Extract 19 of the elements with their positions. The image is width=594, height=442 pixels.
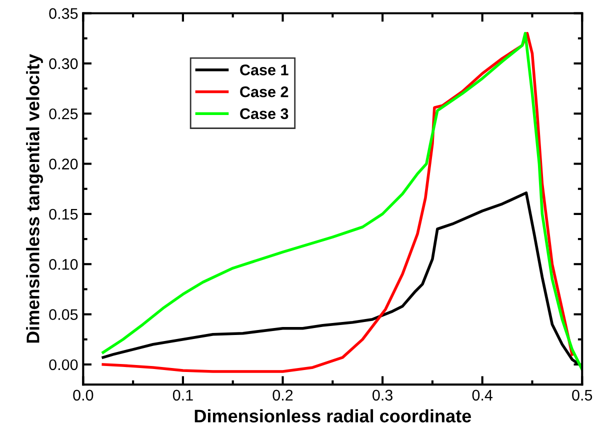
y-axis-title: Dimensionless tangential velocity bbox=[26, 54, 44, 343]
legend-label: Case 2 bbox=[240, 86, 288, 98]
legend-label: Case 3 bbox=[240, 108, 288, 120]
x-tick-label: 0.5 bbox=[572, 390, 592, 401]
x-tick-label: 0.4 bbox=[472, 390, 492, 401]
y-tick-label: 0.35 bbox=[49, 8, 78, 19]
legend-label: Case 1 bbox=[240, 64, 288, 76]
y-tick-label: 0.00 bbox=[49, 359, 78, 370]
y-tick-label: 0.20 bbox=[49, 158, 78, 170]
x-tick-label: 0.1 bbox=[172, 390, 193, 401]
y-tick-label: 0.30 bbox=[49, 58, 78, 70]
y-tick-label: 0.10 bbox=[49, 258, 78, 270]
y-tick-label: 0.05 bbox=[49, 309, 78, 320]
x-tick-label: 0.2 bbox=[272, 390, 293, 401]
y-tick-label: 0.15 bbox=[49, 208, 78, 220]
y-tick-label: 0.25 bbox=[49, 108, 78, 120]
x-tick-label: 0.3 bbox=[372, 390, 392, 401]
x-axis-title: Dimensionless radial coordinate bbox=[194, 409, 472, 422]
x-tick-label: 0.0 bbox=[73, 390, 94, 401]
